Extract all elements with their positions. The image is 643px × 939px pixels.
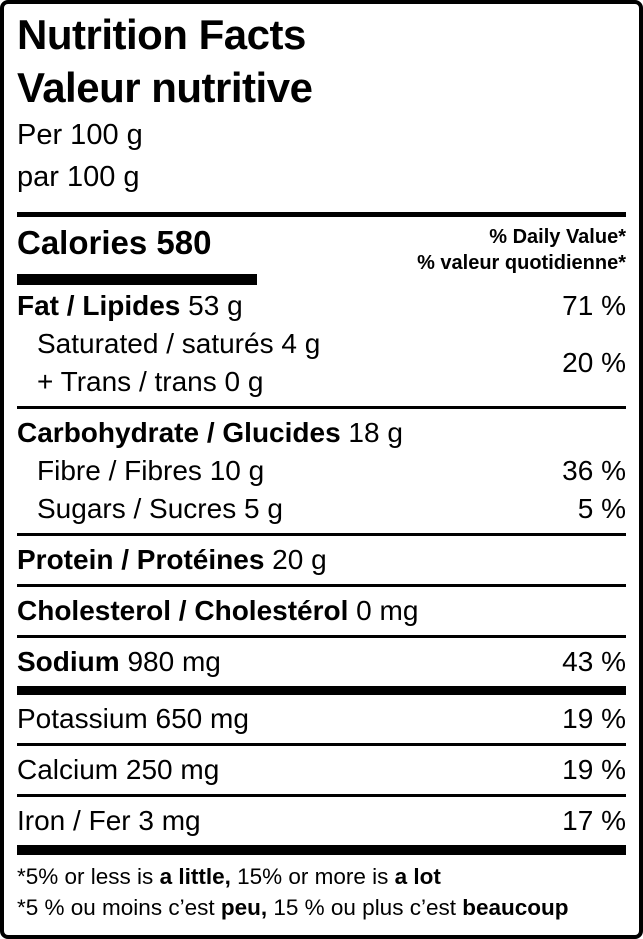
daily-value-fat: 71 %	[562, 290, 626, 321]
trans-line: + Trans / trans 0 g	[37, 366, 264, 397]
nutrient-name-protein: Protein / Protéines 20 g	[17, 544, 327, 575]
potassium-group: Potassium 650 mg 19 %	[17, 686, 626, 743]
daily-value-potassium: 19 %	[562, 703, 626, 734]
iron-group: Iron / Fer 3 mg 17 %	[17, 794, 626, 845]
nutrient-name-cholesterol: Cholesterol / Cholestérol 0 mg	[17, 595, 419, 626]
row-carbohydrate: Carbohydrate / Glucides 18 g	[17, 414, 626, 452]
nutrient-name-carbohydrate: Carbohydrate / Glucides 18 g	[17, 417, 403, 448]
calories-underline-bar	[17, 274, 257, 285]
carbohydrate-group: Carbohydrate / Glucides 18 g Fibre / Fib…	[17, 406, 626, 533]
footnote-section: *5% or less is a little, 15% or more is …	[17, 845, 626, 927]
serving-size-fr: par 100 g	[17, 161, 140, 193]
title-en: Nutrition Facts	[17, 11, 306, 58]
row-fibre: Fibre / Fibres 10 g 36 %	[17, 452, 626, 490]
nutrient-name-iron: Iron / Fer 3 mg	[17, 805, 201, 836]
footnote-en: *5% or less is a little, 15% or more is …	[17, 864, 441, 889]
calcium-group: Calcium 250 mg 19 %	[17, 743, 626, 794]
nutrient-name-fat: Fat / Lipides 53 g	[17, 290, 243, 321]
nutrient-name-fibre: Fibre / Fibres 10 g	[37, 455, 265, 486]
daily-value-saturated-trans: 20 %	[562, 347, 626, 378]
calories-label: Calories	[17, 224, 148, 261]
daily-value-fibre: 36 %	[562, 455, 626, 486]
daily-value-sodium: 43 %	[562, 646, 626, 677]
fat-group: Fat / Lipides 53 g 71 % Saturated / satu…	[17, 285, 626, 406]
header-thick-rule	[17, 212, 626, 217]
daily-value-header-fr: % valeur quotidienne*	[417, 252, 626, 274]
nutrient-name-sugars: Sugars / Sucres 5 g	[37, 493, 283, 524]
daily-value-sugars: 5 %	[577, 493, 626, 524]
row-cholesterol: Cholesterol / Cholestérol 0 mg	[17, 592, 626, 630]
protein-group: Protein / Protéines 20 g	[17, 533, 626, 584]
daily-value-calcium: 19 %	[562, 754, 626, 785]
nutrient-name-potassium: Potassium 650 mg	[17, 703, 249, 734]
daily-value-iron: 17 %	[562, 805, 626, 836]
nutrient-name-saturated-trans: Saturated / saturés 4 g + Trans / trans …	[17, 325, 320, 401]
footnote-fr: *5 % ou moins c’est peu, 15 % ou plus c’…	[17, 895, 569, 920]
row-fat: Fat / Lipides 53 g 71 %	[17, 287, 626, 325]
row-iron: Iron / Fer 3 mg 17 %	[17, 802, 626, 840]
sodium-group: Sodium 980 mg 43 %	[17, 635, 626, 686]
title-fr: Valeur nutritive	[17, 64, 313, 111]
saturated-line: Saturated / saturés 4 g	[37, 328, 321, 359]
row-calcium: Calcium 250 mg 19 %	[17, 751, 626, 789]
row-sodium: Sodium 980 mg 43 %	[17, 643, 626, 681]
row-sugars: Sugars / Sucres 5 g 5 %	[17, 490, 626, 528]
calories-text: Calories 580	[17, 223, 626, 263]
serving-size-en: Per 100 g	[17, 119, 143, 151]
cholesterol-group: Cholesterol / Cholestérol 0 mg	[17, 584, 626, 635]
row-saturated-trans: Saturated / saturés 4 g + Trans / trans …	[17, 325, 626, 401]
calories-section: Calories 580 % Daily Value* % valeur quo…	[17, 217, 626, 285]
nutrient-name-calcium: Calcium 250 mg	[17, 754, 220, 785]
calories-value: 580	[156, 224, 212, 261]
nutrient-name-sodium: Sodium 980 mg	[17, 646, 221, 677]
daily-value-header: % Daily Value* % valeur quotidienne*	[417, 224, 626, 276]
row-protein: Protein / Protéines 20 g	[17, 541, 626, 579]
row-potassium: Potassium 650 mg 19 %	[17, 700, 626, 738]
daily-value-header-en: % Daily Value*	[489, 226, 626, 248]
